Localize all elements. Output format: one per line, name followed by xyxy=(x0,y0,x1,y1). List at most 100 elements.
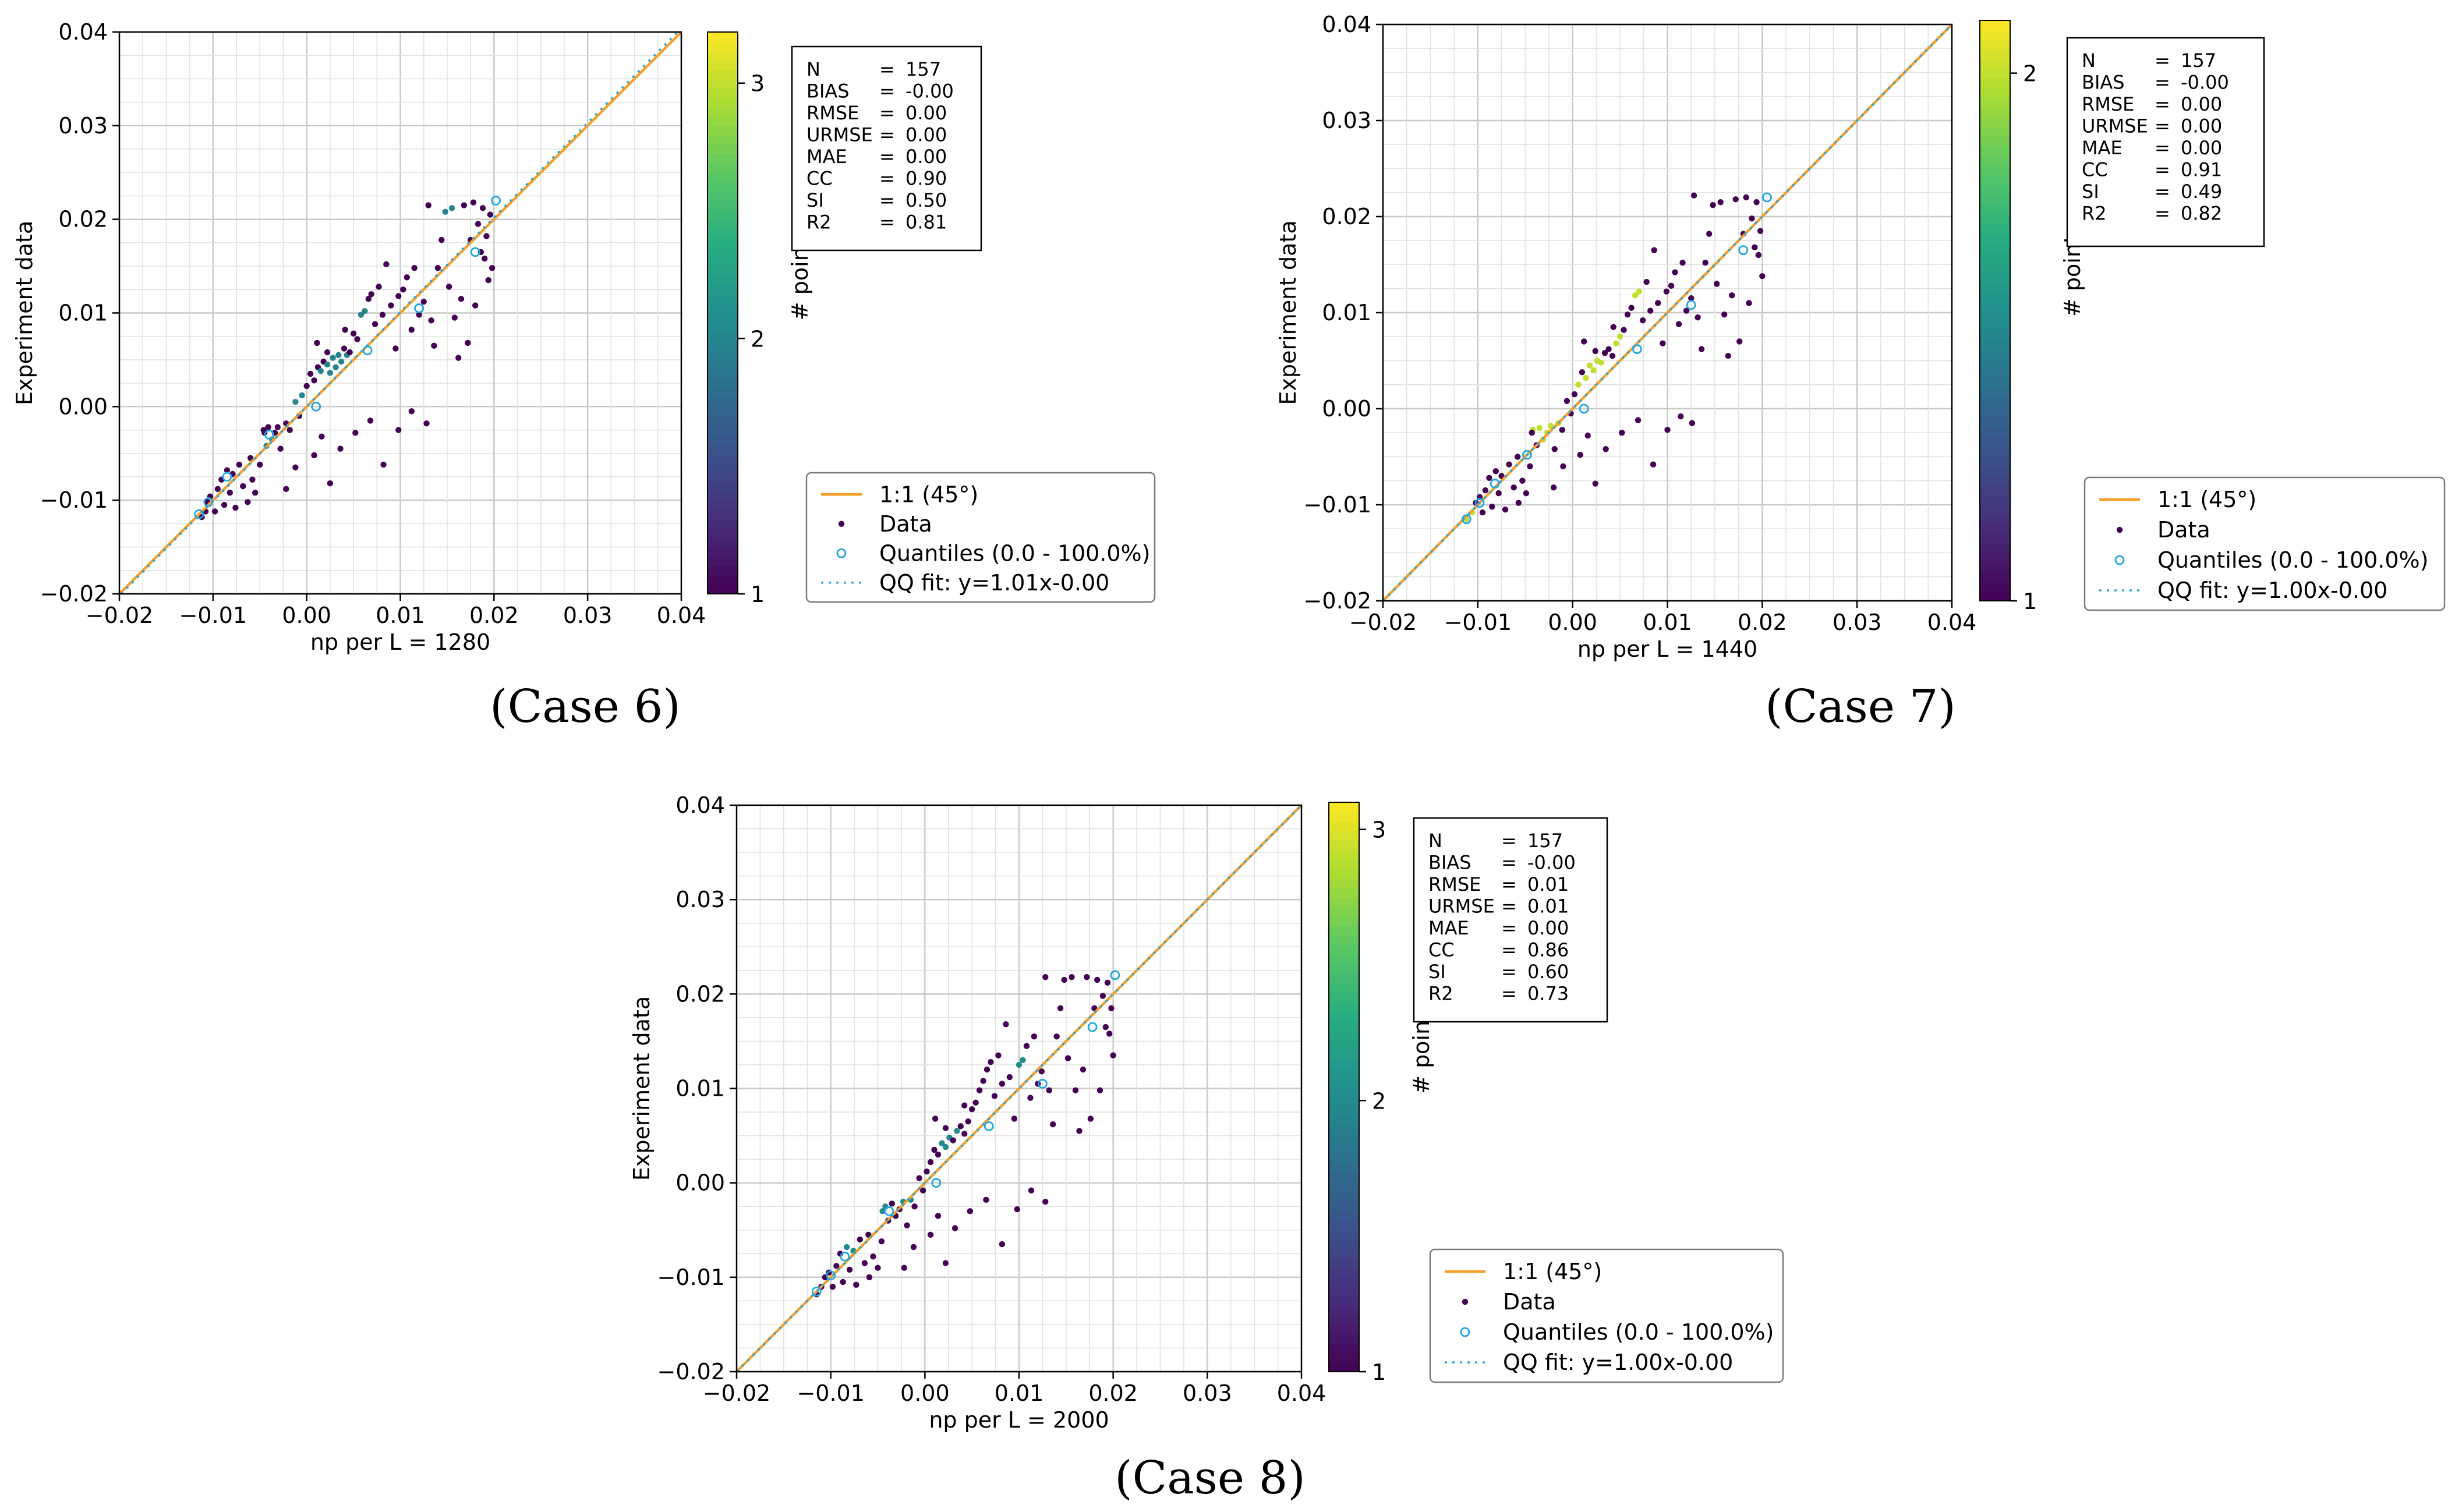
y-tick-label: 0.02 xyxy=(675,981,725,1007)
quantile-marker xyxy=(203,497,214,507)
x-tick-label: 0.03 xyxy=(1183,1380,1232,1406)
data-point xyxy=(833,1263,840,1269)
colorbar-tick-label: 2 xyxy=(751,326,765,352)
stats-name: RMSE xyxy=(2082,93,2134,115)
colorbar-segment xyxy=(1980,59,2010,70)
data-point xyxy=(1759,273,1766,279)
data-point xyxy=(931,1146,938,1153)
colorbar-segment xyxy=(708,350,738,360)
colorbar-segment xyxy=(1980,233,2010,244)
colorbar-segment xyxy=(1980,330,2010,341)
quantile-marker xyxy=(1474,498,1485,508)
legend-frame xyxy=(2083,476,2446,611)
data-point xyxy=(1668,282,1675,289)
stats-equals: = xyxy=(879,102,895,124)
data-point xyxy=(1042,973,1049,980)
data-point xyxy=(438,236,445,243)
data-point xyxy=(434,265,441,271)
data-point xyxy=(840,1279,846,1286)
stats-name: URMSE xyxy=(806,124,873,146)
stats-value: 0.00 xyxy=(905,124,947,146)
colorbar-segment xyxy=(708,303,738,314)
data-point xyxy=(458,296,465,302)
stats-value: 0.01 xyxy=(1527,895,1569,918)
data-point xyxy=(957,1123,964,1129)
stats-equals: = xyxy=(1501,852,1517,874)
colorbar-segment xyxy=(1980,504,2010,515)
colorbar-segment xyxy=(1329,1011,1359,1021)
colorbar-segment xyxy=(1329,973,1359,983)
data-point xyxy=(307,370,314,377)
data-point xyxy=(1605,346,1612,352)
colorbar-segment xyxy=(708,378,738,389)
colorbar-segment xyxy=(1980,126,2010,137)
stats-equals: = xyxy=(879,58,895,80)
data-point xyxy=(976,1087,983,1093)
data-point xyxy=(1050,1121,1056,1128)
data-point xyxy=(395,293,402,299)
colorbar-segment xyxy=(1329,925,1359,936)
data-point xyxy=(1016,1061,1023,1068)
colorbar-tick-label: 2 xyxy=(2023,61,2037,87)
colorbar-segment xyxy=(1980,543,2010,553)
data-point xyxy=(1102,1024,1109,1031)
colorbar-segment xyxy=(1980,388,2010,399)
stats-equals: = xyxy=(879,168,895,190)
data-point xyxy=(1027,1095,1034,1101)
legend-swatch-data xyxy=(838,520,845,527)
data-point xyxy=(1713,281,1720,287)
colorbar-segment xyxy=(1329,1362,1359,1372)
stats-name: SI xyxy=(806,189,824,211)
y-tick-label: 0.04 xyxy=(58,19,108,45)
stats-equals: = xyxy=(1501,873,1517,895)
data-point xyxy=(428,317,434,324)
data-point xyxy=(1577,452,1583,458)
colorbar-segment xyxy=(708,406,738,417)
legend-label: 1:1 (45°) xyxy=(879,481,978,507)
quantile-marker xyxy=(264,430,274,440)
quantile-marker xyxy=(984,1121,994,1131)
colorbar-segment xyxy=(1980,398,2010,408)
data-point xyxy=(483,233,490,239)
colorbar-segment xyxy=(1980,136,2010,147)
stats-value: 0.00 xyxy=(2181,137,2222,159)
colorbar-segment xyxy=(1980,291,2010,302)
colorbar-segment xyxy=(708,528,738,539)
stats-value: 0.86 xyxy=(1527,939,1569,961)
x-tick-label: 0.04 xyxy=(657,603,706,628)
colorbar-segment xyxy=(1329,1182,1359,1192)
colorbar-segment xyxy=(1980,223,2010,234)
colorbar-segment xyxy=(708,322,738,332)
colorbar-segment xyxy=(1329,1153,1359,1164)
colorbar-segment xyxy=(708,444,738,454)
chart-panel-8: −0.02 −0.01 0.00 0.01 0.02 0.03 0.04−0.02−0.01… xyxy=(629,792,1784,1504)
data-point xyxy=(984,1066,991,1073)
stats-value: 0.01 xyxy=(1527,873,1569,895)
data-point xyxy=(224,467,231,473)
data-point xyxy=(1601,350,1608,356)
data-point xyxy=(362,308,368,314)
one-to-one-line xyxy=(118,31,682,595)
stats-value: 157 xyxy=(905,58,941,80)
data-point xyxy=(878,1238,885,1245)
colorbar-segment xyxy=(708,565,738,576)
x-tick-label: 0.01 xyxy=(376,603,425,628)
data-point xyxy=(911,1203,918,1210)
colorbar-segment xyxy=(1329,1343,1359,1354)
data-point xyxy=(257,461,263,468)
data-points xyxy=(199,199,496,520)
data-point xyxy=(1492,468,1499,475)
colorbar-segment xyxy=(1980,117,2010,128)
ticks: −0.02 −0.01 0.00 0.01 0.02 0.03 0.04 −0.02 −0.01… xyxy=(1304,12,1977,635)
colorbar-segment xyxy=(1329,1201,1359,1211)
colorbar-segment xyxy=(1980,30,2010,41)
data-point xyxy=(1511,484,1517,491)
data-point xyxy=(1583,375,1589,381)
x-tick-label: 0.02 xyxy=(469,603,519,628)
data-point xyxy=(330,355,336,361)
data-point xyxy=(1502,507,1509,513)
data-point xyxy=(461,202,468,208)
x-tick-label: 0.02 xyxy=(1088,1380,1138,1406)
colorbar-segment xyxy=(708,228,738,239)
data-point xyxy=(942,1125,949,1131)
